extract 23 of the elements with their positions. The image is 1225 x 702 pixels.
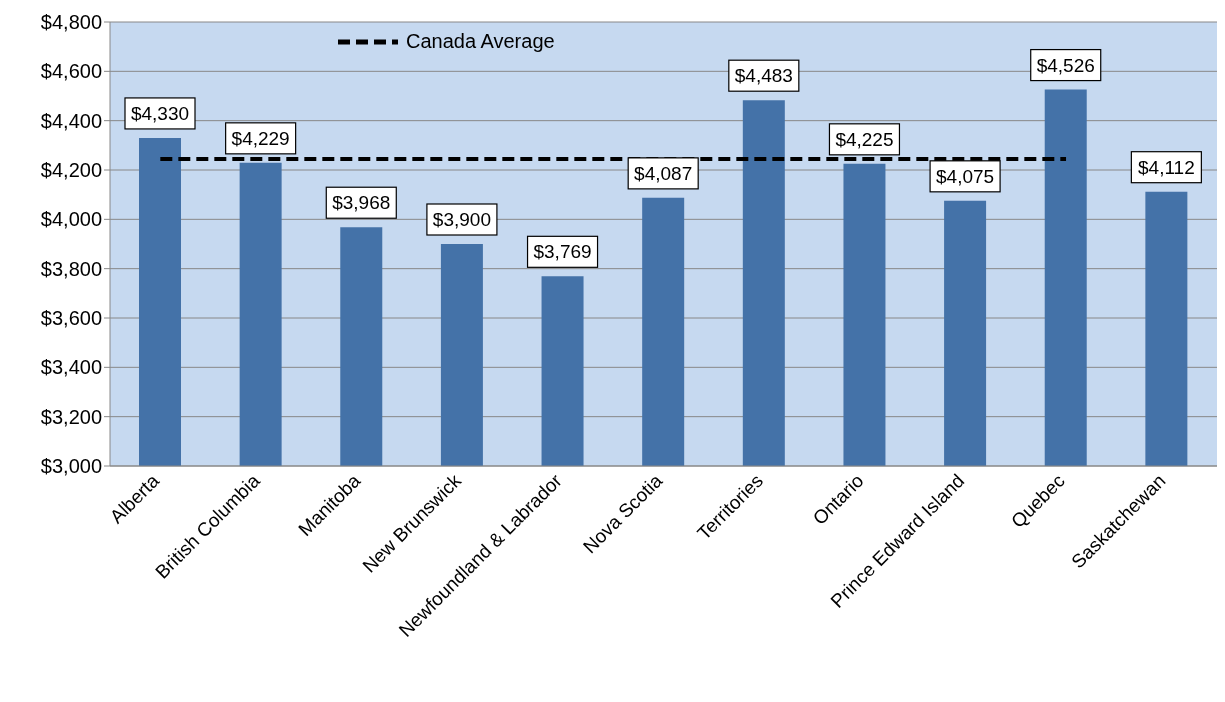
data-label: $4,483	[734, 65, 793, 87]
data-label: $3,968	[332, 192, 391, 214]
data-label: $4,075	[936, 165, 995, 187]
legend-label: Canada Average	[406, 30, 555, 53]
y-tick-label: $3,800	[40, 257, 102, 280]
data-label: $4,087	[634, 162, 693, 184]
y-tick-label: $4,400	[40, 109, 102, 132]
y-tick-label: $3,400	[40, 356, 102, 379]
y-tick-label: $3,600	[40, 307, 102, 330]
y-tick-label: $4,800	[40, 11, 102, 34]
data-label: $4,229	[231, 127, 290, 149]
y-tick-label: $3,000	[40, 455, 102, 478]
y-tick-label: $4,000	[40, 208, 102, 231]
legend-box: Canada Average	[338, 30, 555, 53]
y-tick-label: $3,200	[40, 405, 102, 428]
data-label: $3,769	[533, 241, 592, 263]
data-label: $4,112	[1138, 156, 1195, 178]
y-tick-label: $4,600	[40, 60, 102, 83]
data-label: $4,526	[1036, 54, 1095, 76]
data-label: $4,225	[835, 128, 894, 150]
y-tick-label: $4,200	[40, 159, 102, 182]
data-label: $4,330	[130, 102, 190, 124]
data-label: $3,900	[432, 209, 491, 230]
